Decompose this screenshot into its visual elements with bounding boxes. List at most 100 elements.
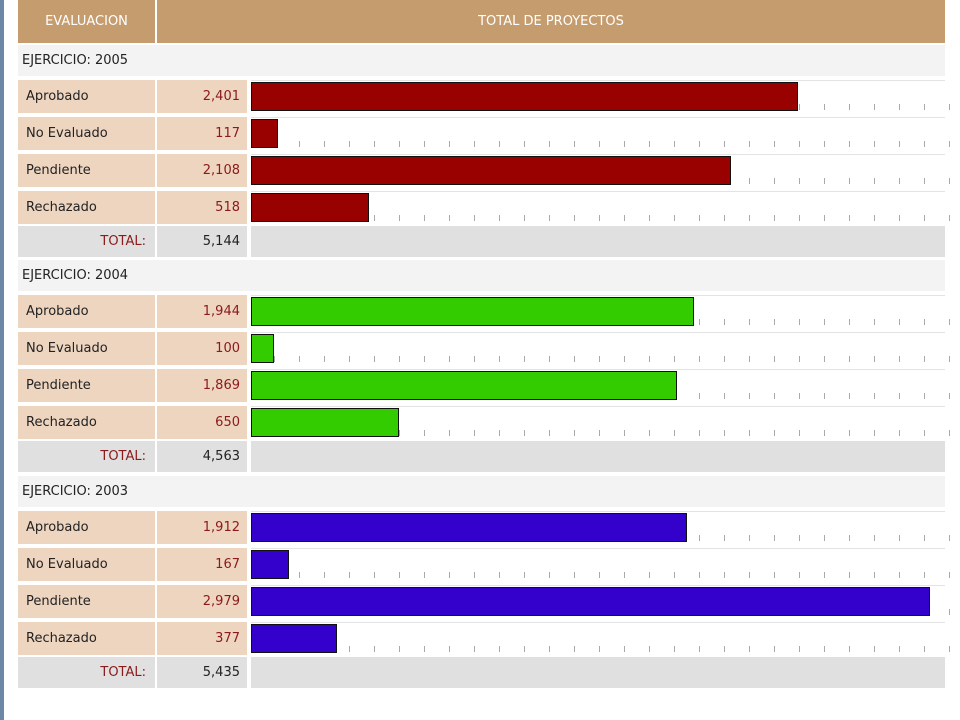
grid-tick xyxy=(799,430,800,436)
grid-tick xyxy=(749,430,750,436)
grid-tick xyxy=(924,393,925,399)
grid-tick xyxy=(874,646,875,652)
bar-track xyxy=(251,191,950,224)
grid-tick xyxy=(599,430,600,436)
grid-tick xyxy=(699,356,700,362)
grid-tick xyxy=(824,104,825,110)
bar-track xyxy=(251,548,950,581)
grid-tick xyxy=(649,141,650,147)
grid-tick xyxy=(774,178,775,184)
grid-tick xyxy=(374,215,375,221)
grid-tick xyxy=(624,430,625,436)
value-label-aprobado: 2,401 xyxy=(157,80,247,113)
grid-tick xyxy=(824,535,825,541)
grid-tick xyxy=(449,572,450,578)
grid-tick xyxy=(949,393,950,399)
grid-tick xyxy=(499,572,500,578)
grid-tick xyxy=(874,393,875,399)
grid-tick xyxy=(699,319,700,325)
grid-tick xyxy=(924,178,925,184)
grid-tick xyxy=(524,572,525,578)
grid-tick xyxy=(474,646,475,652)
grid-tick xyxy=(949,572,950,578)
grid-tick xyxy=(724,535,725,541)
grid-tick xyxy=(499,356,500,362)
grid-tick xyxy=(649,572,650,578)
category-label-aprobado: Aprobado xyxy=(18,295,155,328)
bar-aprobado xyxy=(251,513,687,542)
total-bar-area xyxy=(251,226,945,257)
grid-tick xyxy=(924,572,925,578)
grid-tick xyxy=(874,535,875,541)
category-label-pendiente: Pendiente xyxy=(18,369,155,402)
value-label-aprobado: 1,944 xyxy=(157,295,247,328)
grid-tick xyxy=(499,430,500,436)
grid-tick xyxy=(499,646,500,652)
header-evaluacion: EVALUACION xyxy=(18,0,155,43)
grid-tick xyxy=(624,215,625,221)
grid-tick xyxy=(574,356,575,362)
grid-tick xyxy=(449,356,450,362)
group-heading: EJERCICIO: 2003 xyxy=(18,476,945,507)
grid-tick xyxy=(649,356,650,362)
total-bar-area xyxy=(251,657,945,688)
bar-track xyxy=(251,369,950,402)
grid-tick xyxy=(524,430,525,436)
grid-tick xyxy=(374,646,375,652)
grid-tick xyxy=(749,393,750,399)
grid-tick xyxy=(874,319,875,325)
value-label-rechazado: 518 xyxy=(157,191,247,224)
grid-tick xyxy=(749,141,750,147)
grid-tick xyxy=(724,141,725,147)
grid-tick xyxy=(399,430,400,436)
grid-tick xyxy=(474,430,475,436)
grid-tick xyxy=(549,141,550,147)
bar-track xyxy=(251,295,950,328)
grid-tick xyxy=(824,356,825,362)
grid-tick xyxy=(799,215,800,221)
grid-tick xyxy=(849,141,850,147)
grid-tick xyxy=(874,215,875,221)
category-label-rechazado: Rechazado xyxy=(18,191,155,224)
bar-no-evaluado xyxy=(251,334,274,363)
category-label-no-evaluado: No Evaluado xyxy=(18,548,155,581)
grid-tick xyxy=(924,319,925,325)
grid-tick xyxy=(874,430,875,436)
bar-aprobado xyxy=(251,82,798,111)
grid-tick xyxy=(749,535,750,541)
grid-tick xyxy=(949,141,950,147)
grid-tick xyxy=(724,430,725,436)
grid-tick xyxy=(649,215,650,221)
grid-tick xyxy=(799,393,800,399)
bar-track xyxy=(251,117,950,150)
grid-tick xyxy=(399,141,400,147)
grid-tick xyxy=(949,646,950,652)
total-bar-area xyxy=(251,441,945,472)
grid-tick xyxy=(849,572,850,578)
grid-tick xyxy=(399,572,400,578)
grid-tick xyxy=(824,215,825,221)
grid-tick xyxy=(599,646,600,652)
grid-tick xyxy=(949,215,950,221)
category-label-pendiente: Pendiente xyxy=(18,154,155,187)
total-label: TOTAL: xyxy=(18,441,155,472)
grid-tick xyxy=(899,393,900,399)
grid-tick xyxy=(949,430,950,436)
grid-tick xyxy=(699,572,700,578)
grid-tick xyxy=(674,430,675,436)
grid-tick xyxy=(649,430,650,436)
grid-tick xyxy=(774,572,775,578)
grid-tick xyxy=(624,356,625,362)
grid-tick xyxy=(924,141,925,147)
grid-tick xyxy=(674,646,675,652)
group-heading: EJERCICIO: 2005 xyxy=(18,45,945,76)
grid-tick xyxy=(799,572,800,578)
bar-no-evaluado xyxy=(251,550,289,579)
grid-tick xyxy=(374,356,375,362)
grid-tick xyxy=(549,572,550,578)
grid-tick xyxy=(824,141,825,147)
grid-tick xyxy=(949,609,950,615)
total-label: TOTAL: xyxy=(18,657,155,688)
value-label-rechazado: 650 xyxy=(157,406,247,439)
grid-tick xyxy=(599,141,600,147)
